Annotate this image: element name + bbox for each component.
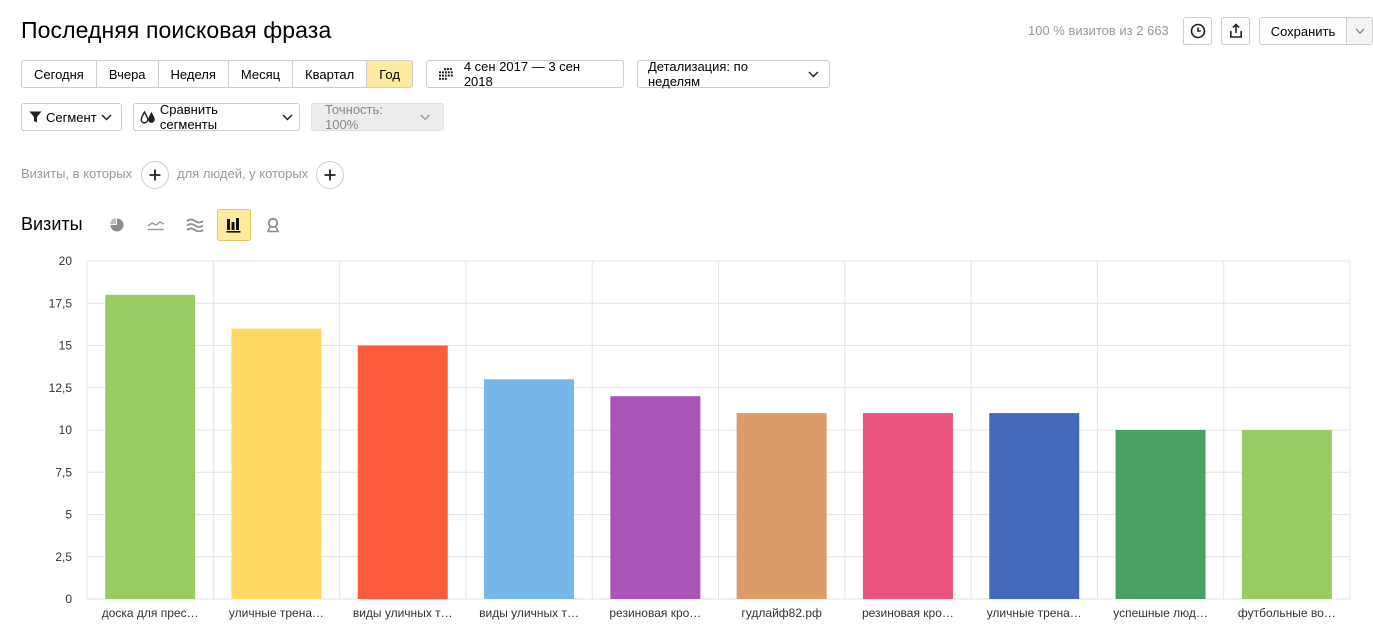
x-tick-label: гудлайф82.рф — [741, 606, 822, 620]
accuracy-dropdown[interactable]: Точность: 100% — [311, 102, 444, 132]
segment-label: Сегмент — [46, 109, 97, 125]
plus-icon — [324, 169, 336, 181]
bar[interactable] — [1115, 430, 1206, 599]
view-map-button[interactable] — [256, 209, 290, 241]
chevron-down-icon — [808, 70, 819, 78]
compare-label: Сравнить сегменты — [159, 102, 218, 132]
calendar-icon — [439, 68, 453, 80]
date-range-label: 4 сен 2017 — 3 сен 2018 — [463, 59, 581, 89]
save-dropdown[interactable] — [1347, 18, 1372, 44]
chevron-down-icon — [282, 113, 293, 121]
map-pin-icon — [266, 217, 280, 233]
page-title: Последняя поисковая фраза — [21, 17, 332, 43]
view-area-button[interactable] — [178, 209, 212, 241]
bar[interactable] — [231, 328, 322, 599]
chevron-down-icon — [420, 114, 430, 120]
bar[interactable] — [736, 413, 827, 599]
area-chart-icon — [186, 218, 204, 232]
pie-chart-icon — [110, 218, 124, 232]
section-title: Визиты — [21, 214, 83, 234]
y-tick-label: 17,5 — [49, 296, 73, 310]
share-icon — [1229, 23, 1242, 38]
segment-button[interactable]: Сегмент — [21, 103, 122, 131]
chevron-down-icon — [1355, 28, 1364, 34]
bar-chart: 0 2,5 5 7,5 10 12,5 15 17,5 20 доска для прес… ули… — [49, 254, 1351, 620]
y-tick-label: 12,5 — [49, 381, 73, 395]
visits-info: 100 % визитов из 2 663 — [1028, 23, 1169, 38]
add-people-condition-button[interactable] — [316, 161, 344, 189]
compare-segments-button[interactable]: Сравнить сегменты — [133, 102, 300, 132]
plus-icon — [149, 169, 161, 181]
period-today[interactable]: Сегодня — [22, 61, 97, 87]
bar[interactable] — [105, 294, 196, 599]
detail-dropdown[interactable]: Детализация: по неделям — [637, 59, 830, 89]
x-tick-label: резиновая кро… — [862, 606, 954, 620]
x-tick-label: уличные трена… — [987, 606, 1082, 620]
x-tick-label: доска для прес… — [102, 606, 199, 620]
view-pie-button[interactable] — [100, 209, 134, 241]
history-button[interactable] — [1183, 17, 1212, 45]
compare-drops-icon — [140, 110, 155, 123]
bar[interactable] — [357, 345, 448, 600]
add-visits-condition-button[interactable] — [141, 161, 169, 189]
save-button[interactable]: Сохранить — [1259, 17, 1373, 45]
period-yesterday[interactable]: Вчера — [96, 61, 159, 87]
period-month[interactable]: Месяц — [228, 61, 294, 87]
period-quarter[interactable]: Квартал — [293, 61, 368, 87]
y-tick-label: 7,5 — [55, 465, 72, 479]
y-tick-label: 10 — [59, 423, 73, 437]
bar-chart-icon — [226, 218, 241, 233]
bar[interactable] — [484, 379, 575, 599]
people-condition-label: для людей, у которых — [177, 166, 309, 181]
y-tick-label: 20 — [59, 254, 73, 268]
y-tick-label: 2,5 — [55, 550, 72, 564]
visits-condition-label: Визиты, в которых — [21, 166, 133, 181]
x-tick-label: успешные люд… — [1113, 606, 1208, 620]
y-tick-label: 15 — [59, 339, 73, 353]
bar[interactable] — [1241, 430, 1332, 599]
view-bar-button[interactable] — [217, 209, 251, 241]
bar[interactable] — [610, 396, 701, 599]
view-line-button[interactable] — [139, 209, 173, 241]
period-selector: Сегодня Вчера Неделя Месяц Квартал Год — [21, 60, 413, 88]
x-tick-label: уличные трена… — [229, 606, 324, 620]
bar[interactable] — [862, 413, 953, 599]
line-chart-icon — [147, 221, 165, 231]
y-tick-label: 5 — [65, 508, 72, 522]
period-year[interactable]: Год — [367, 61, 412, 87]
export-button[interactable] — [1221, 17, 1250, 45]
save-label[interactable]: Сохранить — [1260, 18, 1347, 44]
date-range-button[interactable]: 4 сен 2017 — 3 сен 2018 — [426, 59, 624, 89]
period-week[interactable]: Неделя — [158, 61, 229, 87]
y-tick-label: 0 — [65, 592, 72, 606]
detail-label: Детализация: по неделям — [648, 59, 748, 89]
bar[interactable] — [989, 413, 1080, 599]
x-tick-label: резиновая кро… — [609, 606, 701, 620]
x-tick-label: виды уличных т… — [479, 606, 579, 620]
x-tick-label: виды уличных т… — [353, 606, 453, 620]
filter-icon — [29, 111, 42, 123]
x-tick-label: футбольные во… — [1238, 606, 1336, 620]
chevron-down-icon — [101, 113, 112, 121]
accuracy-label: Точность: 100% — [325, 102, 383, 132]
clock-icon — [1190, 23, 1205, 39]
